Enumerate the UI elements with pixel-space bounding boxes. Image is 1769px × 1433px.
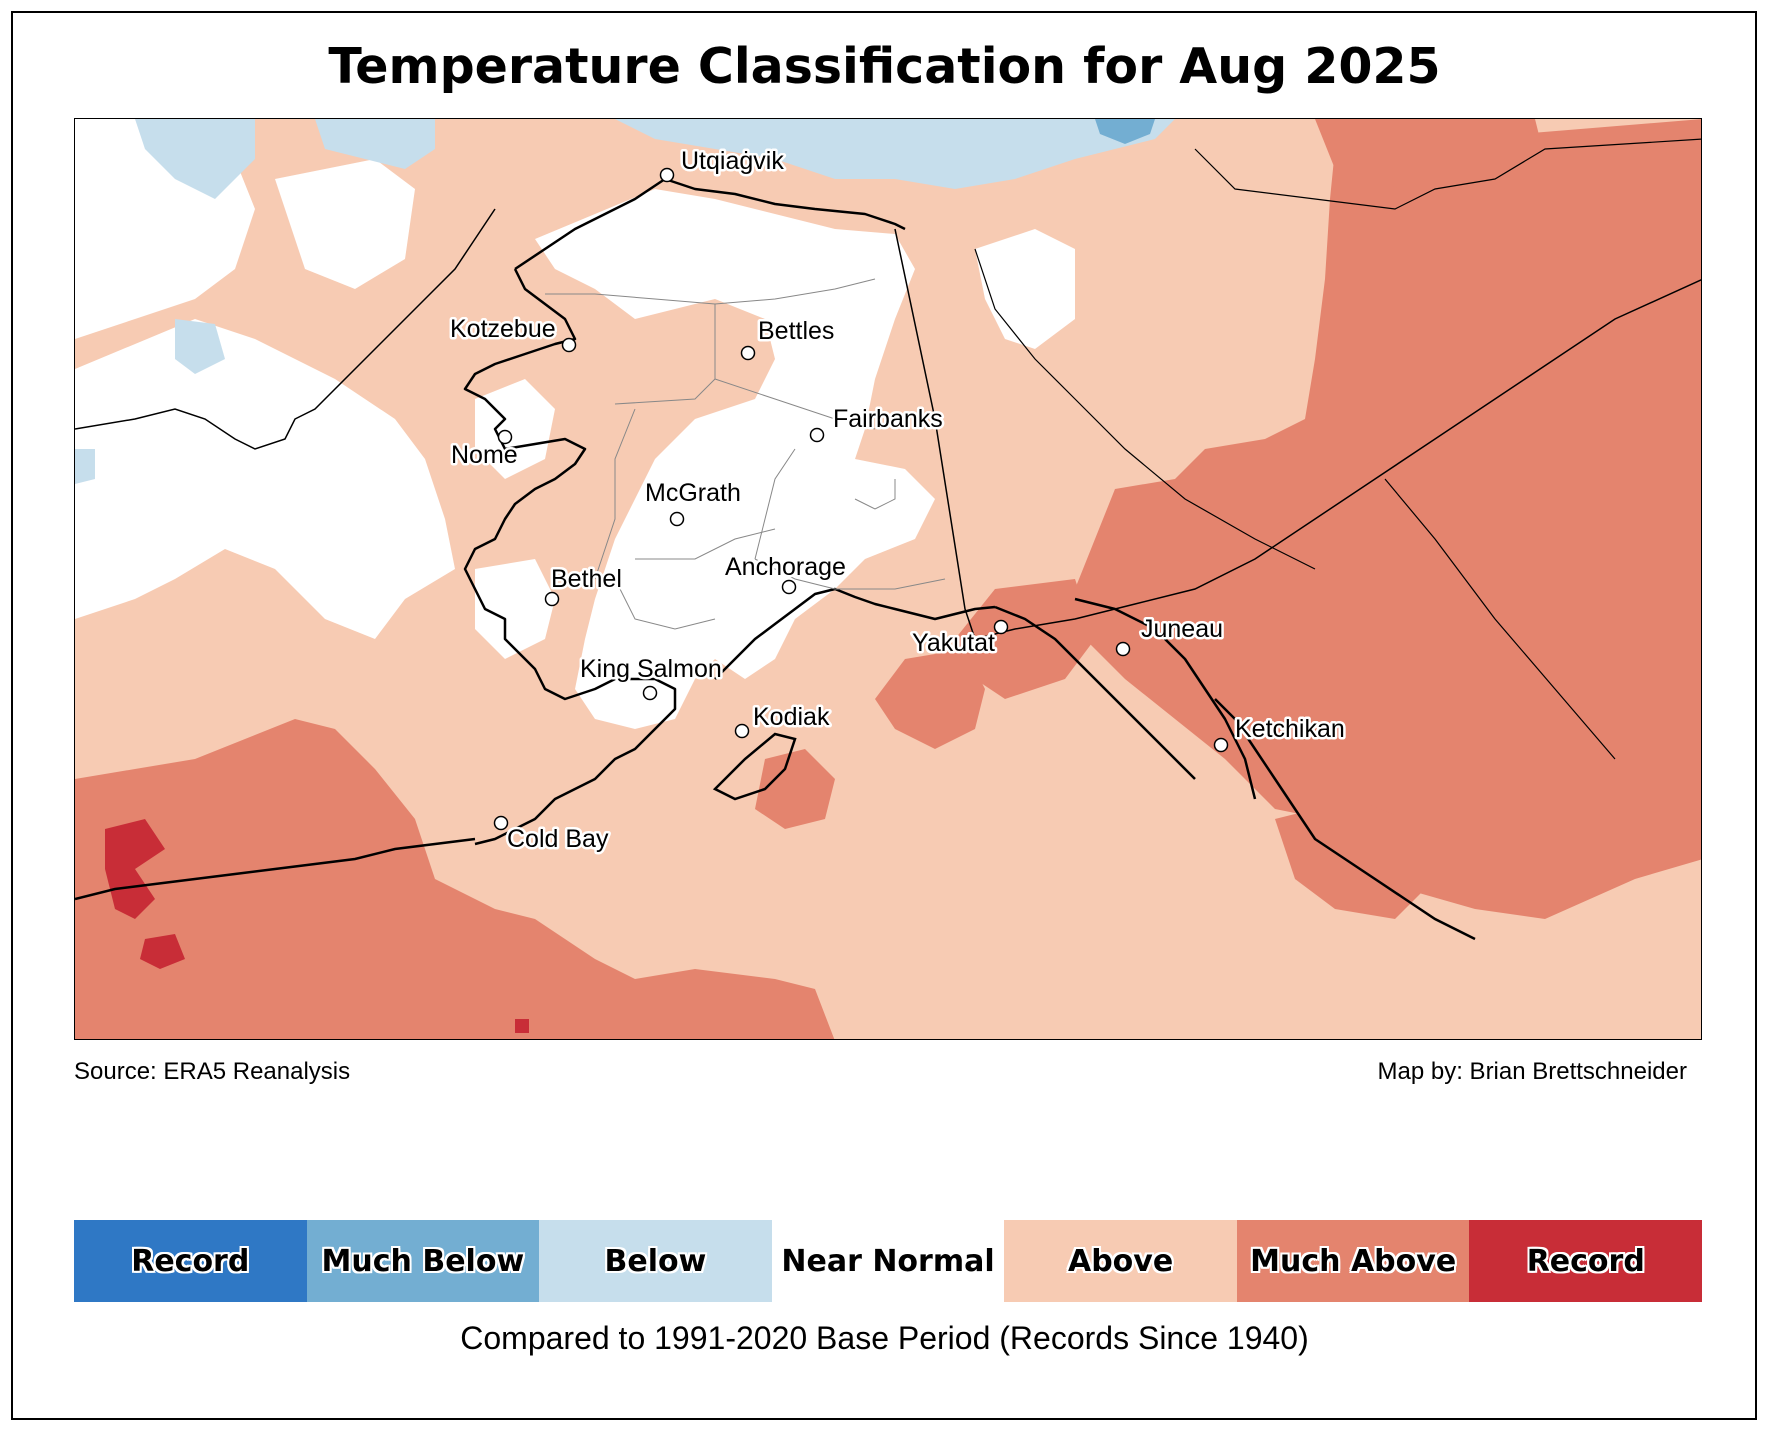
legend-near-normal: Near Normal: [771, 1220, 1005, 1302]
much-above-region-northeast: [1315, 119, 1545, 199]
provincial-border-yt: [974, 248, 1316, 570]
below-region-arctic-east: [615, 119, 1175, 189]
city-marker-bethel: Bethel: [544, 563, 624, 607]
much-above-region-kodiak: [755, 749, 835, 829]
much-above-region-gulf: [875, 649, 985, 749]
city-label-fairbanks: Fairbanks: [833, 405, 943, 433]
city-label-bethel: Bethel: [551, 565, 622, 593]
city-label-ketchikan: Ketchikan: [1235, 715, 1345, 743]
city-marker-bettles: Bettles: [740, 315, 837, 361]
city-label-king-salmon: King Salmon: [580, 655, 722, 683]
much-above-region-canada: [1075, 119, 1701, 919]
legend-much-below: Much Below: [306, 1220, 540, 1302]
city-marker-king-salmon: King Salmon: [578, 653, 724, 701]
near-normal-region-chukotka-b: [275, 159, 415, 289]
legend-bar: Record Much Below Below Near Normal Abov…: [74, 1220, 1703, 1302]
city-label-yakutat: Yakutat: [912, 629, 995, 657]
much-above-region-southcentral: [955, 579, 1095, 699]
record-warm-region-small: [515, 1019, 529, 1033]
near-normal-region-seward: [475, 379, 555, 479]
map-title: Temperature Classification for Aug 2025: [328, 38, 1441, 95]
record-warm-region-west: [105, 819, 165, 919]
legend-record-cold: Record: [74, 1220, 307, 1302]
source-note: Source: ERA5 Reanalysis: [74, 1058, 351, 1085]
city-marker-cold-bay: Cold Bay: [493, 815, 611, 856]
city-label-nome: Nome: [451, 441, 518, 469]
below-region-chukotka: [175, 319, 225, 374]
kodiak-island: [712, 732, 797, 801]
provincial-border-nwt: [1194, 138, 1701, 210]
legend-below: Below: [539, 1220, 772, 1302]
credit-note: Map by: Brian Brettschneider: [1377, 1058, 1687, 1085]
provincial-border-bc: [1384, 478, 1616, 760]
legend-above: Above: [1004, 1220, 1237, 1302]
city-label-bettles: Bettles: [758, 317, 834, 345]
legend-much-above: Much Above: [1236, 1220, 1470, 1302]
near-normal-region-west: [75, 319, 455, 639]
city-marker-kodiak: Kodiak: [734, 701, 832, 739]
city-marker-anchorage: Anchorage: [723, 551, 848, 595]
city-marker-fairbanks: Fairbanks: [809, 403, 945, 443]
record-warm-region-south: [140, 934, 185, 969]
city-marker-mcgrath: McGrath: [643, 477, 743, 527]
map-canvas: Utqiaġvik Kotzebue Bettles Nome Fairbank…: [75, 119, 1701, 1039]
below-region-arctic-west: [135, 119, 255, 199]
near-normal-region-ykdelta: [475, 559, 555, 659]
city-marker-ketchikan: Ketchikan: [1213, 713, 1347, 753]
city-marker-yakutat: Yakutat: [910, 619, 1009, 660]
near-normal-region-yukon: [975, 229, 1075, 349]
city-label-kotzebue: Kotzebue: [450, 315, 556, 343]
city-label-anchorage: Anchorage: [725, 553, 846, 581]
below-region-arctic-mid: [315, 119, 435, 169]
city-label-kodiak: Kodiak: [753, 703, 830, 731]
us-canada-border: [894, 228, 1701, 640]
city-label-mcgrath: McGrath: [645, 479, 741, 507]
map-panel: Utqiaġvik Kotzebue Bettles Nome Fairbank…: [74, 118, 1702, 1040]
city-marker-nome: Nome: [449, 429, 520, 472]
much-above-region-gulf-south: [1275, 799, 1435, 919]
city-marker-juneau: Juneau: [1115, 613, 1226, 657]
figure-frame: [11, 11, 1757, 1420]
climate-division-lines: [545, 278, 946, 630]
base-period-caption: Compared to 1991-2020 Base Period (Recor…: [460, 1320, 1309, 1356]
aleutian-chain: [75, 837, 476, 901]
city-marker-kotzebue: Kotzebue: [448, 313, 577, 353]
city-label-juneau: Juneau: [1141, 615, 1223, 643]
chukotka-coastline: [75, 208, 496, 450]
city-marker-utqiagvik: Utqiaġvik: [659, 145, 787, 183]
city-label-utqiagvik: Utqiaġvik: [681, 147, 784, 175]
alaska-coastline: [463, 177, 1257, 846]
near-normal-region-north-slope: [535, 189, 935, 729]
city-label-cold-bay: Cold Bay: [507, 825, 609, 853]
much-below-region-arctic: [1095, 119, 1155, 144]
much-above-region-southwest: [75, 719, 835, 1039]
alaska-panhandle-islands: [1214, 698, 1476, 941]
legend-record-warm: Record: [1469, 1220, 1703, 1302]
below-region-edge: [75, 449, 95, 484]
